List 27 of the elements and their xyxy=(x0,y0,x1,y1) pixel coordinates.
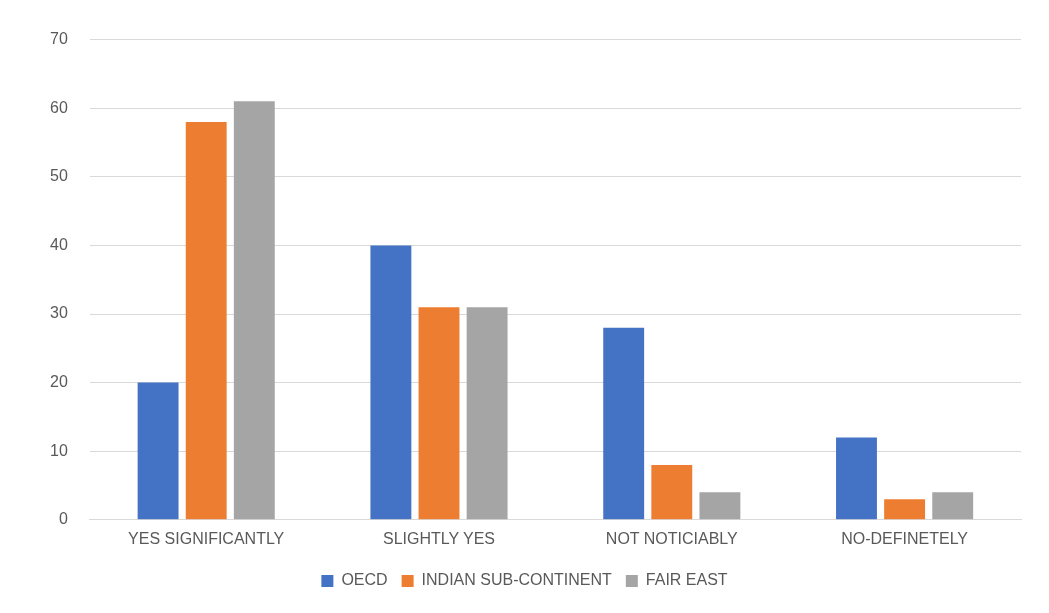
y-tick-label: 30 xyxy=(50,304,68,322)
y-tick-label: 10 xyxy=(50,441,68,459)
y-tick-label: 40 xyxy=(50,235,68,253)
bar xyxy=(466,307,508,520)
y-tick-label: 0 xyxy=(58,510,68,528)
x-tick-label: YES SIGNIFICANTLY xyxy=(128,529,285,547)
bar xyxy=(418,307,460,520)
y-tick-label: 70 xyxy=(50,30,68,48)
bar xyxy=(699,492,741,520)
bar xyxy=(932,492,974,520)
x-tick-label: NO-DEFINETELY xyxy=(841,529,969,547)
legend-label: INDIAN SUB-CONTINENT xyxy=(421,571,613,589)
x-tick-label: NOT NOTICIABLY xyxy=(605,529,739,547)
bar xyxy=(137,382,179,520)
bar xyxy=(185,121,227,520)
y-tick-label: 60 xyxy=(50,98,68,116)
x-tick-label: SLIGHTLY YES xyxy=(382,529,496,547)
y-tick-label: 50 xyxy=(50,167,68,185)
bar xyxy=(370,245,412,520)
legend-label: OECD xyxy=(341,571,388,589)
bar xyxy=(603,327,645,520)
bar xyxy=(884,499,926,520)
legend-label: FAIR EAST xyxy=(645,571,728,589)
y-tick-label: 20 xyxy=(50,373,68,391)
bar xyxy=(836,437,877,520)
bar xyxy=(233,101,275,520)
bar xyxy=(651,464,693,520)
